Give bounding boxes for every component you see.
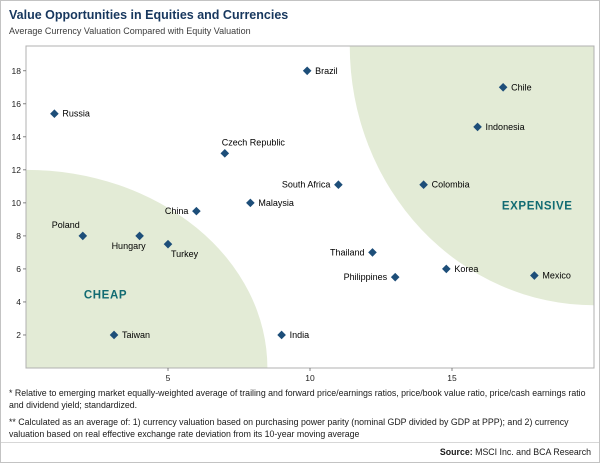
source-text: MSCI Inc. and BCA Research	[472, 447, 591, 457]
point-brazil	[302, 66, 312, 76]
point-philippines	[390, 273, 400, 282]
point-label-south-africa: South Africa	[282, 180, 331, 190]
point-label-russia: Russia	[62, 109, 90, 119]
point-label-hungary: Hungary	[112, 241, 147, 251]
x-tick-label: 15	[447, 373, 457, 383]
y-tick-label: 2	[16, 330, 21, 340]
source-label: Source:	[439, 447, 473, 457]
y-tick-label: 4	[16, 297, 21, 307]
point-label-mexico: Mexico	[542, 271, 571, 281]
point-korea	[442, 264, 451, 274]
footnotes: * Relative to emerging market equally-we…	[1, 386, 599, 440]
y-tick-label: 6	[16, 264, 21, 274]
point-label-czech-republic: Czech Republic	[222, 138, 286, 148]
point-indonesia	[473, 122, 482, 132]
page-title: Value Opportunities in Equities and Curr…	[9, 8, 289, 22]
y-tick-label: 12	[12, 165, 22, 175]
point-label-malaysia: Malaysia	[258, 198, 294, 208]
point-china	[192, 207, 201, 216]
x-tick-label: 10	[305, 373, 315, 383]
valuation-regions	[26, 46, 594, 369]
chart-subtitle: Average Currency Valuation Compared with…	[9, 26, 251, 37]
point-label-philippines: Philippines	[344, 272, 388, 282]
y-tick-label: 14	[12, 132, 22, 142]
x-tick-label: 5	[166, 373, 171, 383]
point-label-korea: Korea	[454, 264, 478, 274]
point-label-thailand: Thailand	[330, 248, 365, 258]
point-label-colombia: Colombia	[432, 180, 470, 190]
point-colombia	[419, 180, 428, 190]
y-tick-label: 18	[12, 66, 22, 76]
point-malaysia	[246, 198, 255, 208]
scatter-chart: 2 4 6 8 10 12 14 16 18 5 10 15 CHEAP EXPENSIVE Russia P…	[12, 45, 595, 383]
y-tick-label: 16	[12, 99, 22, 109]
point-label-chile: Chile	[511, 83, 532, 93]
point-label-taiwan: Taiwan	[122, 330, 150, 340]
point-mexico	[530, 271, 539, 281]
point-label-poland: Poland	[52, 220, 80, 230]
region-label-expensive: EXPENSIVE	[502, 201, 573, 213]
y-tick-label: 8	[16, 231, 21, 241]
point-thailand	[368, 248, 377, 257]
point-south-africa	[334, 180, 343, 190]
cheap-region	[26, 170, 268, 369]
point-label-india: India	[290, 330, 310, 340]
expensive-region	[349, 46, 594, 306]
source-line: Source: MSCI Inc. and BCA Research	[1, 442, 599, 462]
point-russia	[50, 109, 59, 119]
point-taiwan	[109, 330, 119, 340]
point-poland	[78, 231, 88, 241]
point-czech-republic	[220, 149, 230, 158]
point-india	[277, 330, 286, 340]
point-label-turkey: Turkey	[171, 249, 199, 259]
point-label-china: China	[165, 206, 189, 216]
point-hungary	[135, 231, 144, 241]
footnote-1: * Relative to emerging market equally-we…	[9, 388, 586, 410]
region-label-cheap: CHEAP	[84, 290, 127, 302]
y-tick-label: 10	[12, 198, 22, 208]
point-turkey	[163, 240, 173, 249]
point-label-brazil: Brazil	[315, 66, 338, 76]
footnote-2: ** Calculated as an average of: 1) curre…	[9, 417, 569, 439]
point-label-indonesia: Indonesia	[486, 122, 525, 132]
